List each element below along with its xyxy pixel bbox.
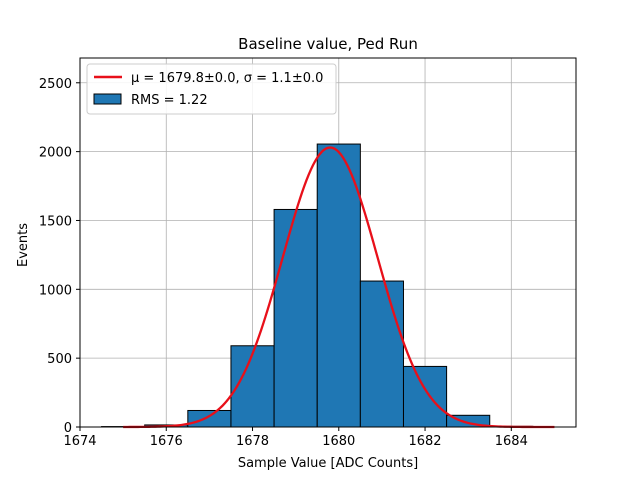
- legend: μ = 1679.8±0.0, σ = 1.1±0.0 RMS = 1.22: [86, 63, 337, 115]
- y-tick-label: 1500: [39, 214, 72, 229]
- axes-frame: [79, 57, 577, 428]
- gaussian-fit-curve: [123, 146, 555, 429]
- x-tick-label: 1678: [236, 434, 269, 449]
- legend-box: [86, 63, 337, 115]
- legend-histogram-swatch: [93, 93, 122, 105]
- histogram-bar: [273, 208, 318, 428]
- histogram-bar: [402, 365, 448, 428]
- histogram-bar: [359, 280, 404, 428]
- legend-histogram-label: RMS = 1.22: [131, 93, 208, 108]
- x-axis-label: Sample Value [ADC Counts]: [238, 456, 418, 471]
- y-tick-label: 2000: [39, 146, 72, 161]
- x-tick-label: 1680: [322, 434, 355, 449]
- y-tick-label: 0: [64, 421, 72, 436]
- legend-fit-label: μ = 1679.8±0.0, σ = 1.1±0.0: [131, 71, 323, 86]
- histogram-bar: [187, 409, 232, 428]
- plot-area: 1674 1676 1678 1680 1682 1684 0 500 1000 1500 2000…: [39, 57, 577, 449]
- x-tick-label: 1676: [150, 434, 183, 449]
- y-tick-label: 1000: [39, 283, 72, 298]
- x-tick-label: 1674: [63, 434, 96, 449]
- x-tick-label: 1684: [495, 434, 528, 449]
- y-tick-label: 500: [47, 352, 72, 367]
- histogram-bar: [316, 143, 361, 428]
- chart-title: Baseline value, Ped Run: [238, 35, 418, 53]
- y-axis-label: Events: [16, 223, 31, 267]
- x-tick-label: 1682: [408, 434, 441, 449]
- y-tick-label: 2500: [39, 77, 72, 92]
